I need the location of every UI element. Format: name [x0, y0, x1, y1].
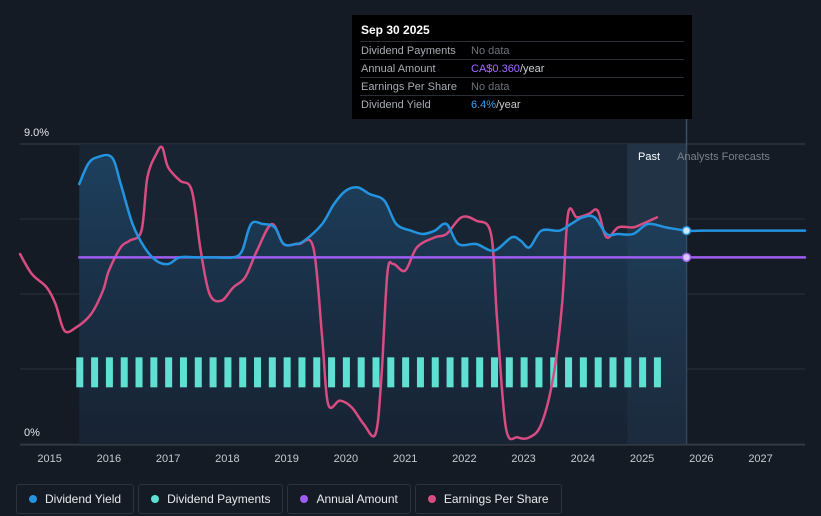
dividend-payment-bar: [461, 357, 469, 388]
dividend-payment-bar: [165, 357, 173, 388]
x-tick-label: 2015: [37, 453, 61, 465]
tooltip-label: Annual Amount: [361, 62, 436, 75]
dividend-payment-bar: [76, 357, 84, 388]
x-tick-label: 2024: [571, 453, 595, 465]
dividend-payment-bar: [579, 357, 587, 388]
dividend-payment-bar: [357, 357, 365, 388]
x-tick-label: 2020: [334, 453, 358, 465]
dividend-payment-bar: [520, 357, 528, 388]
tooltip-label: Earnings Per Share: [361, 80, 457, 93]
x-tick-label: 2018: [215, 453, 239, 465]
dividend-payment-bar: [209, 357, 217, 388]
legend-dot-icon: [151, 495, 160, 503]
dividend-payment-bar: [313, 357, 321, 388]
y-max-label: 9.0%: [24, 127, 49, 139]
dividend-yield-line: [77, 153, 807, 266]
chart-legend: Dividend Yield Dividend Payments Annual …: [16, 484, 562, 514]
dividend-payment-bar: [135, 357, 143, 388]
x-tick-label: 2025: [630, 453, 654, 465]
dividend-payment-bar: [283, 357, 291, 388]
tooltip-value: CA$0.360/year: [471, 62, 545, 75]
forecast-label: Analysts Forecasts: [677, 151, 770, 163]
dividend-payment-bar: [446, 357, 454, 388]
dividend-payment-bar: [328, 357, 336, 388]
dividend-yield-marker: [681, 225, 692, 236]
tooltip-row-dividend-yield: Dividend Yield 6.4%/year: [360, 95, 684, 113]
series-markers: [681, 225, 692, 263]
dividend-payment-bars: [76, 357, 661, 388]
dividend-payment-bar: [105, 357, 113, 388]
legend-dot-icon: [427, 495, 436, 503]
legend-dividend-payments[interactable]: Dividend Payments: [138, 484, 284, 514]
x-tick-label: 2022: [452, 453, 476, 465]
dividend-payment-bar: [268, 357, 276, 388]
tooltip-value: No data: [471, 80, 510, 93]
tooltip-value: No data: [471, 44, 510, 57]
tooltip-label: Dividend Yield: [361, 98, 431, 111]
tooltip-date: Sep 30 2025: [361, 23, 430, 37]
dividend-payment-bar: [624, 357, 632, 388]
tooltip-row-earnings-per-share: Earnings Per Share No data: [360, 77, 684, 95]
dividend-chart: 2015 2016 2017 2018 2019 2020 2021 2022 2023 2024…: [18, 118, 807, 465]
tooltip-row-dividend-payments: Dividend Payments No data: [360, 41, 684, 59]
dividend-payment-bar: [639, 357, 647, 388]
y-min-label: 0%: [24, 427, 40, 439]
x-tick-label: 2023: [511, 453, 535, 465]
legend-dividend-yield[interactable]: Dividend Yield: [16, 484, 135, 514]
legend-annual-amount[interactable]: Annual Amount: [287, 484, 411, 514]
legend-earnings-per-share[interactable]: Earnings Per Share: [414, 484, 562, 514]
dividend-payment-bar: [491, 357, 498, 388]
dividend-payment-bar: [150, 357, 158, 388]
tooltip-panel: Sep 30 2025 Dividend Payments No data An…: [352, 15, 692, 119]
legend-dot-icon: [29, 495, 37, 503]
x-tick-label: 2016: [97, 453, 121, 465]
legend-label: Earnings Per Share: [443, 492, 549, 506]
dividend-payment-bar: [387, 357, 395, 388]
dividend-payment-bar: [194, 357, 202, 388]
tooltip-label: Dividend Payments: [361, 44, 456, 57]
series-lines: [18, 145, 807, 441]
dividend-payment-bar: [505, 357, 513, 388]
x-tick-label: 2019: [274, 453, 298, 465]
dividend-payment-bar: [91, 357, 99, 388]
past-label: Past: [638, 151, 660, 163]
dividend-payment-bar: [224, 357, 232, 388]
tooltip-value: 6.4%/year: [471, 98, 521, 111]
legend-label: Dividend Payments: [167, 492, 271, 506]
dividend-payment-bar: [342, 357, 350, 388]
earnings-per-share-line: [18, 145, 659, 441]
dividend-payment-bar: [609, 357, 617, 388]
dividend-payment-bar: [535, 357, 543, 388]
dividend-payment-bar: [179, 357, 187, 388]
legend-dot-icon: [300, 495, 309, 503]
dividend-payment-bar: [239, 357, 247, 388]
dividend-payment-bar: [402, 357, 410, 388]
tooltip-row-annual-amount: Annual Amount CA$0.360/year: [360, 59, 684, 77]
dividend-payment-bar: [476, 357, 484, 388]
dividend-payment-bar: [298, 357, 306, 388]
dividend-payment-bar: [416, 357, 424, 388]
x-tick-label: 2017: [156, 453, 180, 465]
x-tick-label: 2026: [689, 453, 713, 465]
dividend-payment-bar: [431, 357, 439, 388]
dividend-payment-bar: [372, 357, 380, 388]
dividend-payment-bar: [594, 357, 602, 388]
dividend-payment-bar: [653, 357, 661, 388]
dividend-payment-bar: [254, 357, 262, 388]
axes: 2015 2016 2017 2018 2019 2020 2021 2022 2023 2024…: [20, 444, 805, 465]
dividend-payment-bar: [120, 357, 128, 388]
annual-amount-marker: [681, 252, 692, 263]
legend-label: Dividend Yield: [45, 492, 122, 506]
legend-label: Annual Amount: [316, 492, 398, 506]
x-tick-label: 2027: [748, 453, 772, 465]
x-tick-label: 2021: [393, 453, 417, 465]
dividend-payment-bar: [565, 357, 573, 388]
